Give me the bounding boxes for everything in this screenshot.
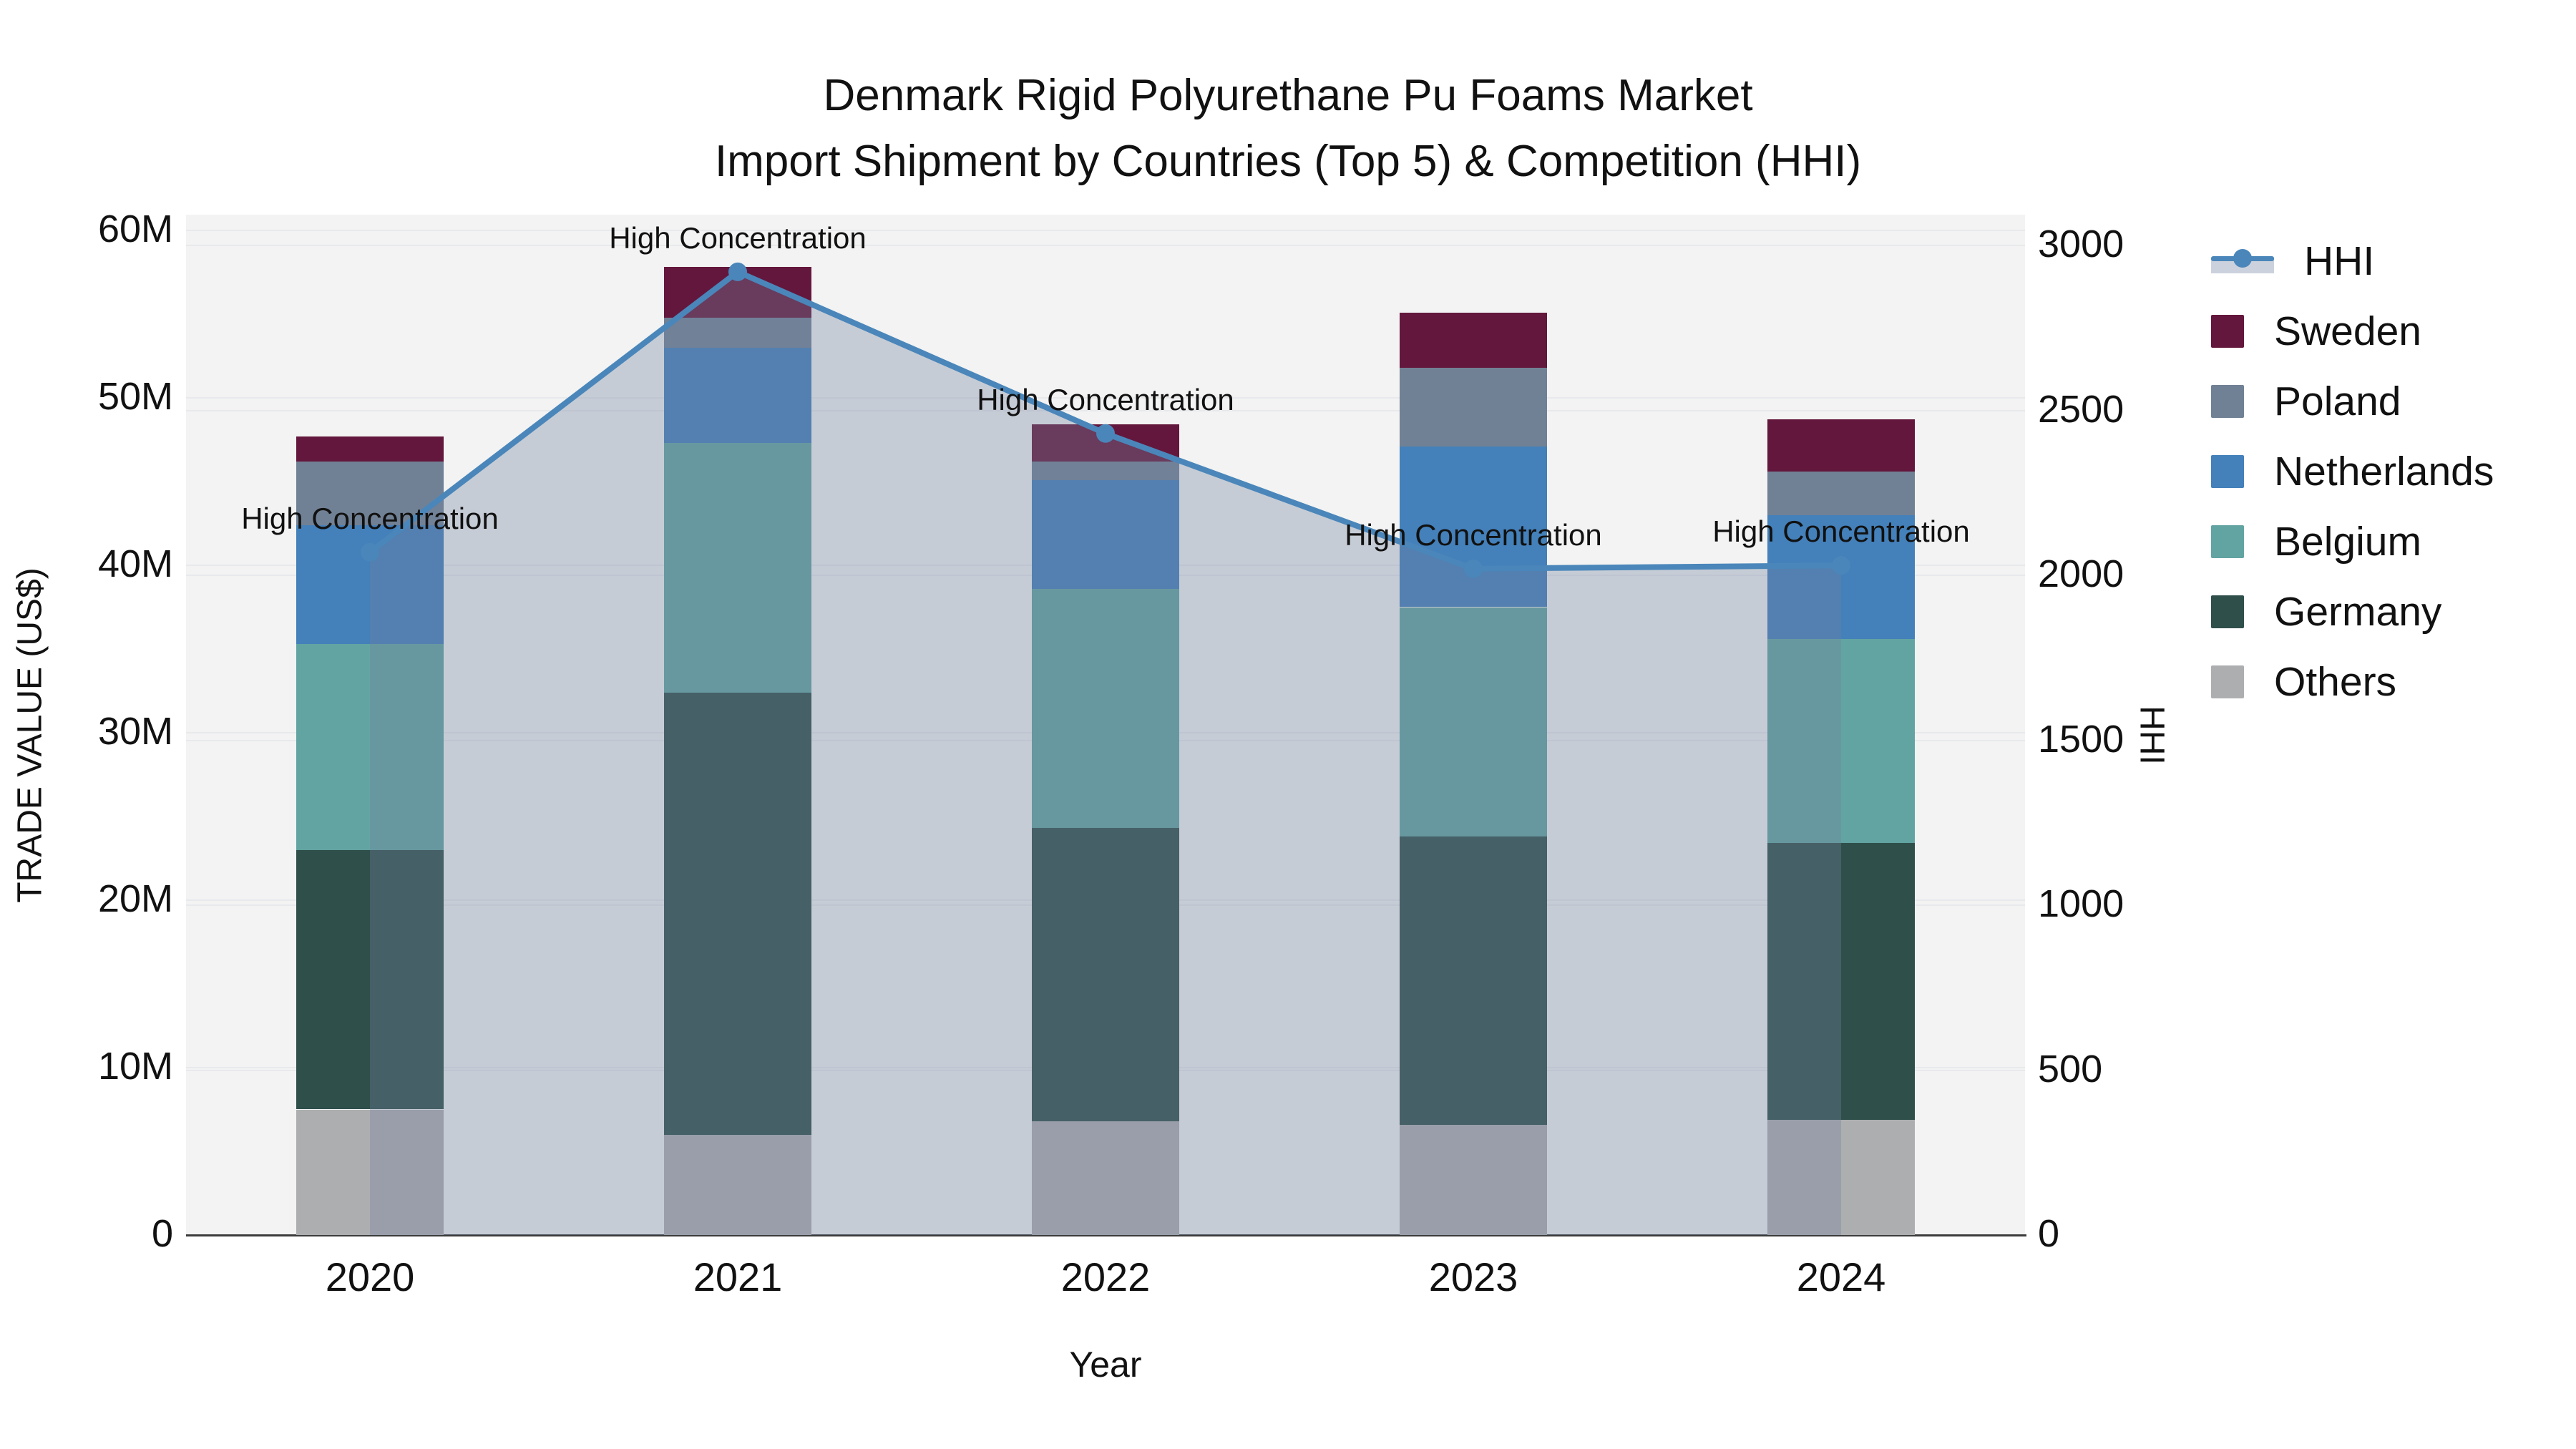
x-tick-2020: 2020 (325, 1254, 415, 1299)
bar-segment-germany-2020 (296, 849, 444, 1110)
x-axis-line (186, 1234, 2026, 1236)
bar-segment-belgium-2024 (1767, 638, 1915, 844)
chart-title-line2: Import Shipment by Countries (Top 5) & C… (714, 137, 1862, 186)
annotation-2020: High Concentration (241, 501, 499, 535)
legend-label-others: Others (2274, 659, 2397, 705)
legend-item-poland[interactable]: Poland (2211, 376, 2401, 426)
bar-segment-poland-2022 (1032, 461, 1179, 480)
bar-segment-others-2020 (296, 1109, 444, 1235)
y-left-tick-10M: 10M (97, 1045, 173, 1088)
x-tick-2024: 2024 (1796, 1254, 1886, 1299)
legend-label-poland: Poland (2274, 379, 2401, 424)
bar-segment-others-2022 (1032, 1121, 1179, 1235)
y-right-tick-1500: 1500 (2038, 717, 2124, 761)
legend-item-belgium[interactable]: Belgium (2211, 517, 2421, 567)
legend-swatch-sweden (2211, 315, 2244, 348)
annotation-2023: High Concentration (1345, 517, 1602, 552)
y-right-tick-500: 500 (2038, 1047, 2103, 1091)
chart-title-line1: Denmark Rigid Polyurethane Pu Foams Mark… (823, 71, 1753, 120)
x-tick-2021: 2021 (693, 1254, 783, 1299)
bar-segment-sweden-2021 (664, 267, 811, 318)
legend-swatch-belgium (2211, 525, 2244, 558)
legend-item-hhi[interactable]: HHI (2211, 236, 2374, 286)
legend-label-germany: Germany (2274, 589, 2442, 635)
y-right-tick-2000: 2000 (2038, 552, 2124, 595)
bar-segment-sweden-2020 (296, 436, 444, 462)
legend-swatch-netherlands (2211, 455, 2244, 488)
bar-segment-others-2023 (1400, 1124, 1547, 1235)
y-left-tick-60M: 60M (97, 208, 173, 250)
bar-segment-belgium-2023 (1400, 607, 1547, 837)
y-left-tick-20M: 20M (97, 877, 173, 920)
hhi-marker-dot-icon (2233, 249, 2252, 268)
bar-segment-netherlands-2021 (664, 347, 811, 444)
bar-segment-germany-2024 (1767, 843, 1915, 1120)
bar-segment-germany-2023 (1400, 836, 1547, 1125)
legend-item-sweden[interactable]: Sweden (2211, 306, 2421, 356)
legend-item-germany[interactable]: Germany (2211, 587, 2441, 637)
annotation-2024: High Concentration (1712, 514, 1970, 549)
y-left-tick-30M: 30M (97, 710, 173, 753)
x-axis-title: Year (1069, 1345, 1142, 1385)
y-left-axis-title: TRADE VALUE (US$) (11, 567, 49, 903)
legend-label-sweden: Sweden (2274, 308, 2421, 354)
hhi-line-sample-icon (2211, 245, 2274, 278)
y-right-tick-0: 0 (2038, 1212, 2060, 1255)
bar-segment-others-2024 (1767, 1119, 1915, 1235)
bar-segment-poland-2021 (664, 317, 811, 348)
bar-segment-netherlands-2022 (1032, 479, 1179, 589)
x-tick-2022: 2022 (1060, 1254, 1151, 1299)
bar-segment-sweden-2023 (1400, 312, 1547, 368)
bar-segment-sweden-2022 (1032, 424, 1179, 462)
bar-segment-poland-2024 (1767, 471, 1915, 515)
legend-label-belgium: Belgium (2274, 519, 2421, 565)
y-right-tick-2500: 2500 (2038, 387, 2124, 431)
bar-segment-germany-2021 (664, 692, 811, 1135)
y-left-tick-0: 0 (151, 1212, 173, 1255)
bar-segment-poland-2023 (1400, 367, 1547, 447)
bar-segment-others-2021 (664, 1134, 811, 1235)
bar-segment-belgium-2022 (1032, 588, 1179, 829)
y-right-tick-1000: 1000 (2038, 882, 2124, 925)
bar-segment-germany-2022 (1032, 828, 1179, 1121)
legend-swatch-others (2211, 665, 2244, 698)
x-tick-2023: 2023 (1428, 1254, 1518, 1299)
y-left-tick-40M: 40M (97, 542, 173, 585)
legend-item-netherlands[interactable]: Netherlands (2211, 447, 2494, 497)
legend-label-hhi: HHI (2304, 238, 2375, 284)
chart-title: Denmark Rigid Polyurethane Pu Foams Mark… (0, 63, 2576, 195)
annotation-2021: High Concentration (609, 220, 867, 255)
gridline-left-60M (186, 230, 2025, 231)
bar-segment-belgium-2020 (296, 643, 444, 850)
legend-item-others[interactable]: Others (2211, 657, 2396, 707)
bar-segment-belgium-2021 (664, 443, 811, 693)
legend-swatch-germany (2211, 595, 2244, 628)
annotation-2022: High Concentration (977, 382, 1234, 416)
bar-segment-sweden-2024 (1767, 419, 1915, 472)
legend-label-netherlands: Netherlands (2274, 449, 2494, 494)
y-left-tick-50M: 50M (97, 375, 173, 418)
bar-segment-netherlands-2020 (296, 525, 444, 644)
y-right-axis-title: HHI (2132, 706, 2171, 765)
gridline-right-3000 (186, 245, 2025, 246)
legend-swatch-poland (2211, 385, 2244, 418)
y-right-tick-3000: 3000 (2038, 223, 2124, 265)
